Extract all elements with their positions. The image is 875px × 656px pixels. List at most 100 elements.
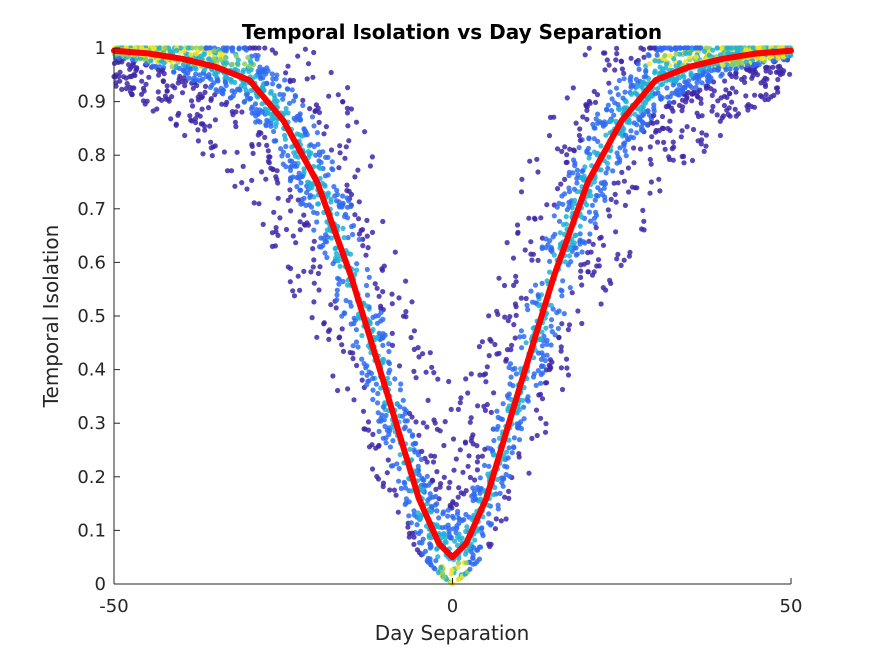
scatter-point [375, 476, 382, 482]
scatter-point [586, 209, 593, 215]
scatter-point [353, 119, 360, 125]
scatter-point [486, 353, 492, 359]
scatter-point [559, 293, 565, 299]
scatter-point [418, 528, 424, 534]
scatter-point [659, 113, 666, 120]
scatter-point [446, 528, 452, 534]
scatter-point [201, 123, 208, 129]
scatter-point [580, 114, 586, 120]
scatter-point [259, 68, 265, 74]
scatter-point [402, 485, 409, 491]
scatter-point [321, 131, 327, 137]
scatter-point [355, 344, 361, 350]
scatter-point [328, 147, 335, 153]
scatter-point [686, 78, 692, 84]
scatter-point [384, 470, 390, 476]
scatter-point [385, 457, 391, 463]
scatter-point [410, 432, 416, 438]
scatter-point [380, 335, 386, 341]
scatter-point [463, 560, 469, 566]
scatter-point [593, 116, 599, 122]
scatter-point [442, 419, 448, 425]
scatter-point [585, 259, 591, 265]
scatter-point [340, 348, 347, 354]
scatter-point [627, 76, 633, 82]
scatter-point [513, 273, 519, 279]
scatter-point [337, 150, 343, 156]
scatter-point [527, 158, 533, 164]
scatter-point [286, 100, 293, 106]
scatter-point [566, 199, 572, 205]
scatter-point [503, 449, 510, 455]
scatter-point [455, 560, 461, 566]
scatter-point [143, 56, 149, 62]
scatter-point [376, 428, 382, 434]
scatter-point [378, 309, 384, 315]
scatter-point [294, 184, 300, 190]
scatter-point [614, 51, 620, 57]
scatter-point [543, 245, 549, 251]
scatter-point [434, 546, 440, 552]
scatter-point [298, 180, 304, 186]
scatter-point [505, 318, 511, 324]
scatter-point [593, 209, 599, 215]
scatter-point [119, 86, 125, 92]
scatter-point [419, 475, 425, 481]
scatter-point [396, 295, 402, 301]
scatter-point [322, 173, 328, 179]
scatter-point [561, 311, 567, 317]
y-tick-label: 0.4 [77, 360, 106, 381]
scatter-point [314, 334, 320, 340]
scatter-point [470, 552, 476, 558]
scatter-point [455, 564, 461, 571]
scatter-point [771, 92, 777, 98]
scatter-point [244, 186, 250, 192]
scatter-point [647, 190, 653, 196]
scatter-point [320, 149, 326, 155]
scatter-point [681, 160, 687, 166]
scatter-point [174, 47, 180, 54]
scatter-point [397, 404, 403, 410]
scatter-point [148, 58, 154, 64]
scatter-point [512, 335, 518, 341]
scatter-point [716, 65, 722, 71]
scatter-point [650, 120, 656, 126]
scatter-point [281, 92, 287, 98]
scatter-point [731, 59, 737, 65]
scatter-point [345, 123, 351, 129]
scatter-point [380, 218, 386, 225]
scatter-point [270, 116, 276, 122]
scatter-point [499, 480, 505, 486]
scatter-point [347, 299, 353, 305]
scatter-point [463, 488, 469, 494]
scatter-point [476, 487, 482, 493]
scatter-point [543, 421, 549, 427]
scatter-point [313, 152, 319, 158]
scatter-point [117, 69, 123, 75]
scatter-point [614, 45, 620, 52]
scatter-point [467, 419, 473, 425]
scatter-point [490, 426, 496, 432]
scatter-point [612, 191, 618, 197]
scatter-point [564, 95, 570, 101]
scatter-point [270, 166, 276, 172]
scatter-point [559, 386, 566, 393]
scatter-point [345, 85, 351, 91]
scatter-point [732, 106, 738, 112]
scatter-point [186, 66, 192, 72]
scatter-point [369, 442, 375, 448]
scatter-point [540, 353, 547, 359]
scatter-point [487, 336, 493, 342]
scatter-point [209, 153, 215, 159]
scatter-point [723, 87, 729, 93]
scatter-point [729, 99, 735, 105]
scatter-point [571, 240, 578, 246]
scatter-point [684, 95, 690, 102]
scatter-point [644, 121, 650, 127]
scatter-point [621, 106, 627, 112]
scatter-point [459, 517, 465, 524]
scatter-point [446, 378, 452, 385]
scatter-point [280, 96, 286, 102]
scatter-point [373, 313, 379, 319]
scatter-point [630, 135, 637, 141]
